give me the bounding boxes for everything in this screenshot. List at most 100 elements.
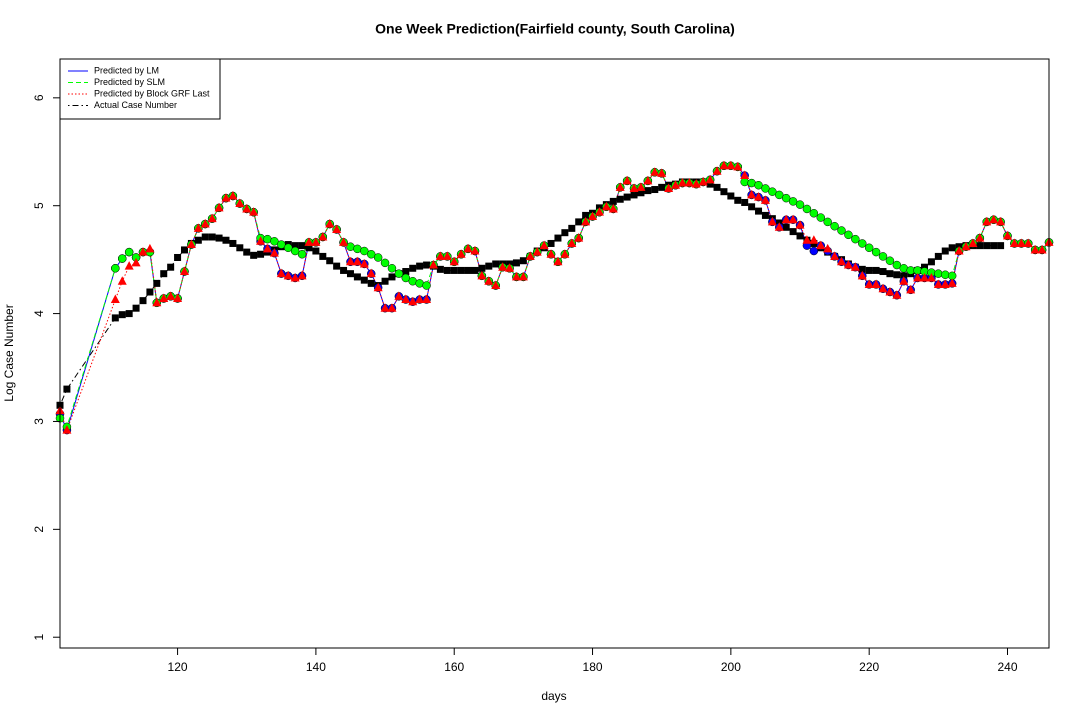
data-point	[657, 168, 667, 177]
data-point	[616, 195, 624, 203]
data-point	[478, 264, 486, 272]
data-point	[380, 258, 390, 268]
data-point	[582, 211, 590, 219]
data-point	[761, 184, 770, 193]
data-point	[748, 203, 756, 211]
data-point	[228, 191, 238, 200]
data-point	[311, 237, 321, 246]
data-point	[511, 271, 521, 281]
data-point	[705, 174, 715, 184]
data-point	[788, 197, 798, 206]
data-point	[222, 236, 230, 244]
legend-box	[59, 58, 221, 120]
data-point	[781, 193, 791, 203]
data-point	[816, 240, 826, 250]
data-point	[664, 183, 674, 192]
data-point	[677, 178, 687, 187]
data-point	[830, 251, 840, 260]
data-point	[214, 202, 224, 212]
legend-label: Actual Case Number	[94, 100, 177, 110]
data-point	[741, 198, 749, 206]
data-point	[698, 176, 708, 186]
data-point	[111, 314, 119, 322]
data-point	[283, 270, 293, 280]
data-point	[608, 203, 618, 213]
y-tick-label: 5	[32, 202, 46, 209]
data-point	[132, 304, 140, 312]
data-point	[485, 262, 493, 270]
data-point	[416, 262, 424, 270]
data-point	[982, 216, 992, 226]
data-point	[118, 311, 126, 319]
data-point	[291, 242, 299, 250]
data-point	[740, 170, 750, 180]
data-point	[997, 242, 1005, 250]
data-point	[740, 177, 749, 187]
data-point	[857, 270, 867, 280]
data-point	[366, 268, 376, 278]
data-point	[153, 279, 161, 287]
data-point	[837, 226, 846, 235]
data-point	[851, 234, 860, 244]
data-point	[139, 297, 147, 305]
data-point	[117, 254, 127, 263]
data-point	[671, 180, 681, 189]
data-point	[388, 273, 396, 281]
data-point	[250, 251, 258, 259]
data-point	[491, 280, 501, 290]
data-point	[525, 251, 535, 260]
data-point	[290, 246, 300, 256]
data-point	[194, 236, 202, 244]
data-point	[844, 230, 853, 240]
data-point	[298, 242, 306, 250]
data-point	[560, 249, 570, 258]
data-point	[353, 273, 361, 281]
data-point	[575, 218, 583, 226]
data-point	[332, 224, 342, 233]
data-point	[435, 251, 445, 260]
data-point	[360, 276, 368, 284]
data-point	[892, 260, 902, 270]
data-point	[117, 276, 127, 285]
data-point	[367, 279, 375, 287]
data-point	[505, 263, 515, 272]
data-point	[650, 167, 660, 176]
data-point	[775, 190, 784, 200]
data-point	[387, 264, 397, 273]
x-axis-label: days	[541, 689, 566, 703]
data-point	[858, 239, 867, 248]
data-point	[345, 256, 355, 266]
data-point	[463, 243, 473, 253]
data-point	[921, 263, 929, 271]
data-point	[795, 200, 805, 209]
data-point	[380, 303, 390, 312]
data-point	[983, 242, 991, 250]
data-point	[160, 270, 168, 278]
data-point	[747, 189, 757, 199]
data-point	[339, 237, 349, 246]
data-point	[146, 288, 154, 296]
data-point	[636, 182, 646, 191]
data-point	[381, 277, 389, 285]
y-tick-label: 3	[32, 418, 46, 425]
data-point	[941, 247, 949, 255]
data-point	[954, 246, 964, 255]
data-point	[326, 257, 334, 265]
data-point	[221, 193, 231, 202]
data-point	[340, 266, 348, 274]
data-point	[941, 270, 950, 280]
data-point	[885, 287, 895, 296]
data-point	[290, 272, 300, 282]
data-point	[581, 216, 591, 226]
data-point	[843, 260, 853, 269]
data-point	[871, 247, 881, 257]
data-point	[706, 180, 714, 188]
data-point	[373, 282, 383, 292]
points-layer	[55, 160, 1054, 435]
data-point	[588, 211, 598, 220]
data-point	[1016, 238, 1026, 247]
data-point	[767, 216, 777, 226]
data-point	[726, 160, 736, 170]
data-point	[934, 252, 942, 260]
